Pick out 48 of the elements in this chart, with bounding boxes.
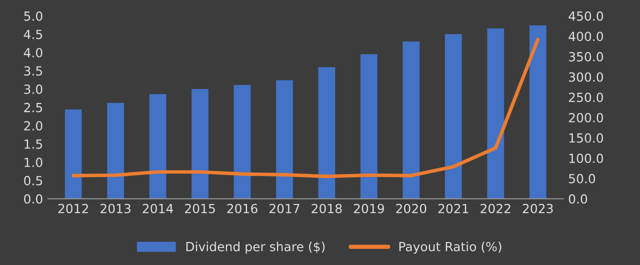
- line-series: [72, 38, 540, 178]
- y2-tick-label: 350.0: [569, 52, 604, 62]
- bar: [402, 42, 420, 199]
- x-tick-label: 2017: [269, 204, 300, 214]
- legend-label: Dividend per share ($): [186, 242, 325, 254]
- bar: [107, 102, 124, 199]
- y-tick-label: 3.5: [24, 66, 42, 76]
- y2-tick-label: 450.0: [568, 11, 604, 21]
- y2-tick-label: 0.0: [568, 194, 588, 204]
- y-tick-label: 1.5: [24, 140, 42, 149]
- x-tick-label: 2016: [227, 204, 258, 214]
- y2-tick-label: 250.0: [568, 92, 604, 102]
- bar: [64, 110, 82, 199]
- bar: [318, 67, 336, 199]
- bar: [149, 94, 166, 199]
- y-tick-label: 5.0: [24, 11, 42, 21]
- x-tick-label: 2013: [100, 204, 130, 214]
- x-tick-label: 2015: [185, 204, 215, 214]
- bar: [529, 25, 546, 199]
- x-tick-label: 2020: [396, 204, 426, 214]
- y-tick-label: 1.0: [24, 158, 42, 168]
- y2-tick-label: 400.0: [568, 32, 604, 42]
- y-tick-label: 4.5: [24, 30, 42, 40]
- legend-label: Payout Ratio (%): [399, 242, 502, 254]
- x-tick-label: 2022: [480, 204, 510, 214]
- x-tick-label: 2021: [438, 204, 468, 214]
- y-tick-label: 3.0: [24, 84, 42, 94]
- y-tick-label: 4.0: [24, 48, 42, 58]
- bar: [360, 54, 378, 199]
- y-tick-label: 0.5: [24, 176, 42, 186]
- y2-tick-label: 150.0: [569, 133, 604, 143]
- x-tick-label: 2023: [522, 204, 553, 214]
- x-tick-label: 2019: [354, 204, 384, 214]
- bar: [487, 28, 504, 199]
- bar: [192, 89, 208, 199]
- y2-tick-label: 50.0: [569, 174, 596, 184]
- y2-tick-label: 100.0: [569, 154, 604, 164]
- y-tick-label: 2.0: [24, 121, 42, 131]
- y-tick-label: 2.5: [24, 102, 42, 112]
- y2-tick-label: 300.0: [569, 72, 604, 82]
- x-tick-label: 2014: [142, 204, 173, 214]
- y-tick-label: 0.0: [24, 194, 42, 204]
- bar: [444, 34, 462, 199]
- bar: [276, 80, 293, 199]
- y2-tick-label: 200.0: [568, 112, 604, 122]
- bar: [234, 85, 251, 199]
- x-tick-label: 2012: [58, 204, 88, 214]
- x-tick-label: 2018: [312, 204, 342, 214]
